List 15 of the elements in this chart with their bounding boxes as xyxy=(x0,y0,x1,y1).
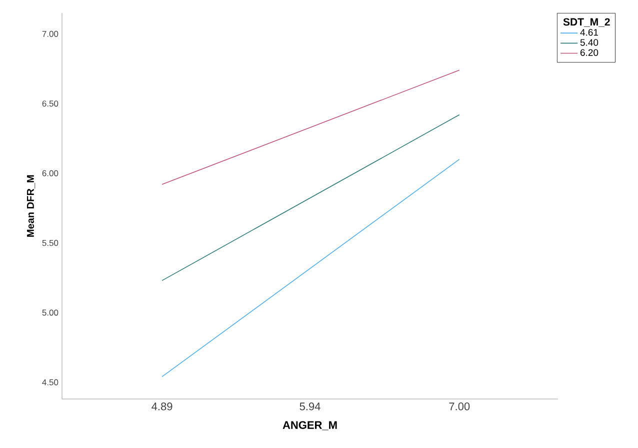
legend-label: 6.20 xyxy=(580,49,598,56)
legend-label: 5.40 xyxy=(580,39,598,46)
y-tick-label: 6.50 xyxy=(42,100,58,107)
x-tick-label: 4.89 xyxy=(152,402,172,410)
y-axis-title: Mean DFR_M xyxy=(27,175,36,237)
x-axis-title: ANGER_M xyxy=(282,421,337,430)
legend-label: 4.61 xyxy=(580,28,598,36)
legend-title: SDT_M_2 xyxy=(563,18,610,27)
x-tick-label: 5.94 xyxy=(300,402,320,410)
y-tick-label: 7.00 xyxy=(42,30,58,37)
y-tick-label: 5.50 xyxy=(42,240,58,246)
x-tick-label: 7.00 xyxy=(449,402,470,410)
y-tick-label: 6.00 xyxy=(42,170,58,176)
y-tick-label: 4.50 xyxy=(42,379,58,386)
y-tick-label: 5.00 xyxy=(42,310,58,316)
